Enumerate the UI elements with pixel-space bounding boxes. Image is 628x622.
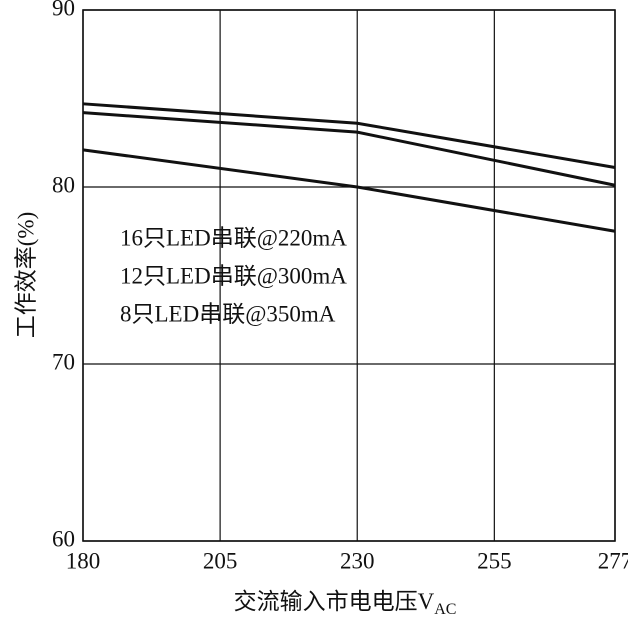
series-line <box>82 111 616 187</box>
x-axis-label-text: 交流输入市电电压V <box>234 589 435 614</box>
y-tick-label: 90 <box>52 0 75 20</box>
y-tick-label: 70 <box>52 349 75 374</box>
x-tick-label: 255 <box>477 548 512 573</box>
series-line <box>82 148 616 233</box>
y-tick-label: 60 <box>52 526 75 551</box>
x-axis-label: 交流输入市电电压VAC <box>234 589 457 617</box>
x-tick-label: 205 <box>203 548 238 573</box>
x-tick-label: 230 <box>340 548 375 573</box>
x-tick-label: 180 <box>66 548 101 573</box>
x-tick-label: 277 <box>598 548 628 573</box>
legend-entry: 16只LED串联@220mA <box>120 225 347 250</box>
x-axis-label-subscript: AC <box>434 601 456 618</box>
y-axis-label: 工作效率(%) <box>13 212 38 338</box>
legend-entry: 8只LED串联@350mA <box>120 301 336 326</box>
legend-entry: 12只LED串联@300mA <box>120 263 347 288</box>
series-line <box>82 102 616 170</box>
y-tick-label: 80 <box>52 172 75 197</box>
